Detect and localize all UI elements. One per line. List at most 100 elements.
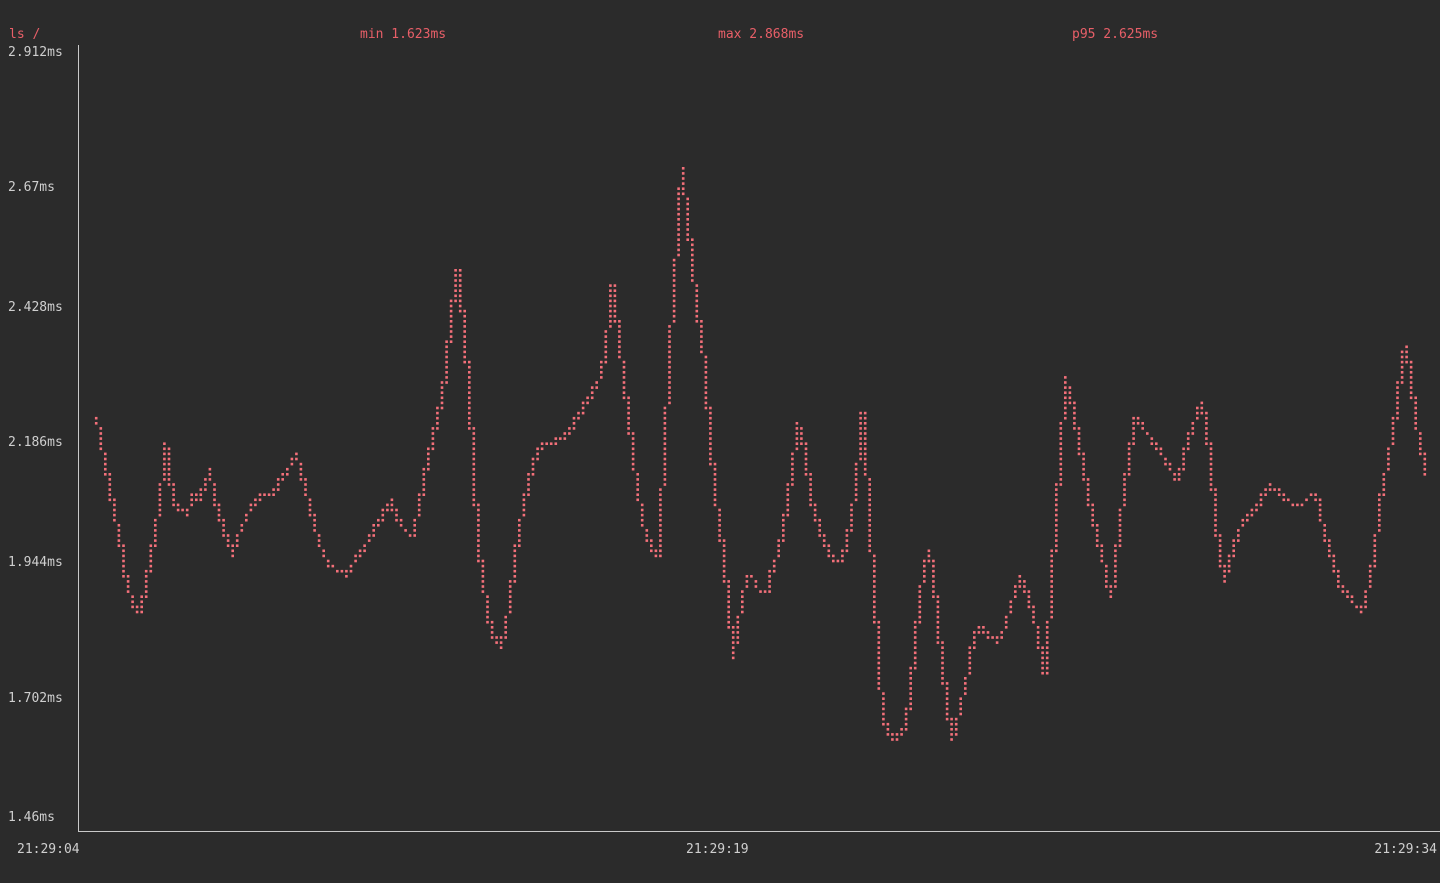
data-dot <box>713 488 717 491</box>
data-dot <box>941 646 944 649</box>
data-dot <box>1168 462 1172 466</box>
data-dot <box>172 488 175 491</box>
data-dot <box>923 575 926 578</box>
data-dot <box>149 569 153 573</box>
data-dot <box>1182 457 1185 461</box>
data-dot <box>932 575 935 578</box>
data-dot <box>1132 416 1135 420</box>
data-dot <box>390 503 394 507</box>
data-dot <box>1109 585 1113 588</box>
data-dot <box>163 457 166 461</box>
data-dot <box>185 508 189 512</box>
data-dot <box>663 411 667 415</box>
data-dot <box>472 478 476 481</box>
data-dot <box>877 631 881 634</box>
data-dot <box>659 549 662 553</box>
data-dot <box>1382 483 1386 486</box>
data-dot <box>1114 580 1117 583</box>
data-dot <box>190 503 193 507</box>
data-dot <box>1059 457 1063 461</box>
data-dot <box>1328 539 1331 542</box>
data-dot <box>1041 661 1044 665</box>
data-dot <box>791 483 794 486</box>
data-dot <box>841 549 844 553</box>
data-dot <box>863 447 867 451</box>
data-dot <box>918 615 922 619</box>
data-dot <box>213 483 216 486</box>
data-dot <box>973 631 976 634</box>
data-dot <box>1214 513 1217 517</box>
data-dot <box>149 559 153 563</box>
y-axis-tick-label: 2.186ms <box>8 435 63 450</box>
data-dot <box>932 595 935 598</box>
data-dot <box>868 544 871 547</box>
data-dot <box>1082 473 1085 476</box>
data-dot <box>440 401 444 405</box>
data-dot <box>240 524 244 527</box>
data-dot <box>1291 503 1295 507</box>
data-dot <box>1419 447 1422 451</box>
data-dot <box>472 457 476 461</box>
data-dot <box>768 590 771 593</box>
data-dot <box>913 666 917 670</box>
data-dot <box>1132 442 1135 445</box>
data-dot <box>1364 605 1367 609</box>
data-dot <box>672 279 676 282</box>
data-dot <box>909 677 912 680</box>
data-dot <box>1032 620 1035 624</box>
data-dot <box>777 554 780 558</box>
data-dot <box>868 498 871 502</box>
data-dot <box>1045 646 1049 649</box>
data-dot <box>436 427 439 430</box>
data-dot <box>1045 641 1049 644</box>
data-dot <box>936 595 940 598</box>
data-dot <box>1041 651 1044 655</box>
data-dot <box>627 396 630 400</box>
y-axis-tick-label: 2.912ms <box>8 45 63 60</box>
data-dot <box>1400 360 1404 364</box>
data-dot <box>691 248 694 252</box>
data-dot <box>700 350 703 354</box>
data-dot <box>863 457 867 461</box>
data-dot <box>936 641 940 644</box>
data-dot <box>486 620 489 624</box>
data-dot <box>1036 646 1040 649</box>
data-dot <box>1100 554 1104 558</box>
data-dot <box>791 462 794 466</box>
data-dot <box>1414 411 1417 415</box>
data-dot <box>1064 406 1067 410</box>
data-dot <box>226 534 230 537</box>
data-dot <box>772 559 776 563</box>
data-dot <box>167 478 171 481</box>
data-dot <box>686 218 689 221</box>
data-dot <box>954 733 958 736</box>
data-dot <box>486 600 489 604</box>
data-dot <box>1423 473 1427 476</box>
data-dot <box>1400 355 1404 359</box>
data-dot <box>490 631 494 634</box>
data-dot <box>909 702 912 706</box>
data-dot <box>354 554 357 558</box>
data-dot <box>1328 549 1331 553</box>
data-dot <box>131 595 134 598</box>
data-dot <box>313 518 316 522</box>
data-dot <box>449 320 453 323</box>
data-dot <box>1073 427 1076 430</box>
data-dot <box>659 503 662 507</box>
data-dot <box>1318 508 1322 512</box>
data-dot <box>923 564 926 568</box>
data-dot <box>417 503 421 507</box>
data-dot <box>1200 401 1204 405</box>
data-dot <box>513 544 517 547</box>
data-dot <box>859 422 862 425</box>
data-dot <box>909 707 912 711</box>
data-dot <box>144 595 148 598</box>
data-dot <box>122 569 125 573</box>
data-dot <box>731 641 735 644</box>
data-dot <box>1378 518 1381 522</box>
data-dot <box>1095 524 1099 527</box>
data-dot <box>454 284 457 287</box>
data-dot <box>1059 447 1063 451</box>
data-dot <box>668 360 671 364</box>
data-dot <box>877 626 881 629</box>
